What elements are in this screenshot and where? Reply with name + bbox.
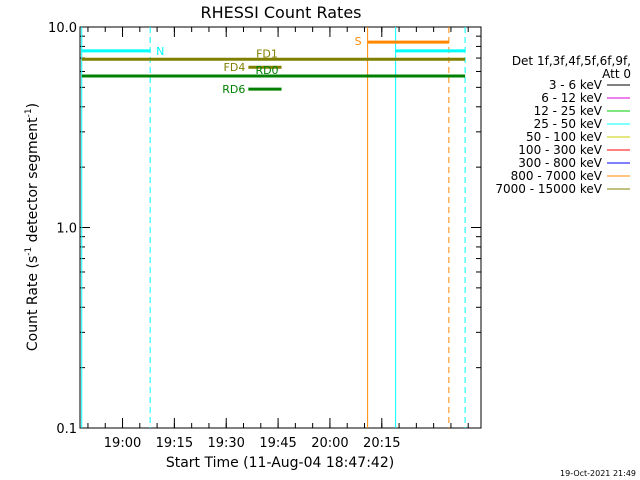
legend-label: 6 - 12 keV — [541, 91, 603, 105]
legend-title-line2: Att 0 — [602, 67, 631, 81]
x-tick-label: 19:15 — [156, 436, 193, 451]
legend-label: 50 - 100 keV — [526, 130, 603, 144]
x-tick-label: 20:15 — [363, 436, 400, 451]
chart-title: RHESSI Count Rates — [201, 3, 362, 22]
legend-label: 25 - 50 keV — [534, 117, 603, 131]
interval-label: RD0 — [255, 64, 278, 77]
x-tick-label: 19:00 — [104, 436, 141, 451]
x-tick-label: 19:45 — [259, 436, 296, 451]
interval-label: S — [355, 35, 362, 48]
legend-label: 100 - 300 keV — [518, 143, 602, 157]
x-tick-label: 19:30 — [207, 436, 244, 451]
interval-label: N — [156, 45, 164, 58]
interval-label: RD6 — [222, 83, 245, 96]
x-tick-label: 20:00 — [311, 436, 348, 451]
y-axis-label-superscript: -1 — [24, 247, 34, 256]
legend-title-line1: Det 1f,3f,4f,5f,6f,9f, — [512, 54, 631, 68]
interval-label: FD1 — [256, 47, 278, 60]
chart-marks: 10.0 1.0 0.1 19:00 19:15 19:30 19:45 20:00 20:15… — [48, 21, 481, 451]
x-axis-label: Start Time (11-Aug-04 18:47:42) — [166, 455, 394, 471]
legend-label: 7000 - 15000 keV — [495, 182, 602, 196]
y-axis-label-part: Count Rate (s — [25, 256, 41, 351]
interval-label: FD4 — [224, 61, 246, 74]
legend-label: 300 - 800 keV — [518, 156, 602, 170]
plot-frame — [79, 26, 482, 429]
plot-timestamp: 19-Oct-2021 21:49 — [560, 469, 636, 478]
y-axis-label-superscript: -1 — [24, 108, 34, 117]
y-tick-label: 1.0 — [56, 222, 77, 237]
legend-label: 3 - 6 keV — [549, 78, 603, 92]
legend-label: 800 - 7000 keV — [511, 169, 603, 183]
y-axis-label: Count Rate (s-1 detector segment-1) — [24, 103, 41, 351]
legend-label: 12 - 25 keV — [534, 104, 603, 118]
y-tick-label: 0.1 — [56, 422, 77, 437]
y-tick-label: 10.0 — [48, 21, 77, 36]
y-axis-label-part: ) — [25, 103, 41, 108]
y-axis-label-part: detector segment — [25, 117, 41, 247]
